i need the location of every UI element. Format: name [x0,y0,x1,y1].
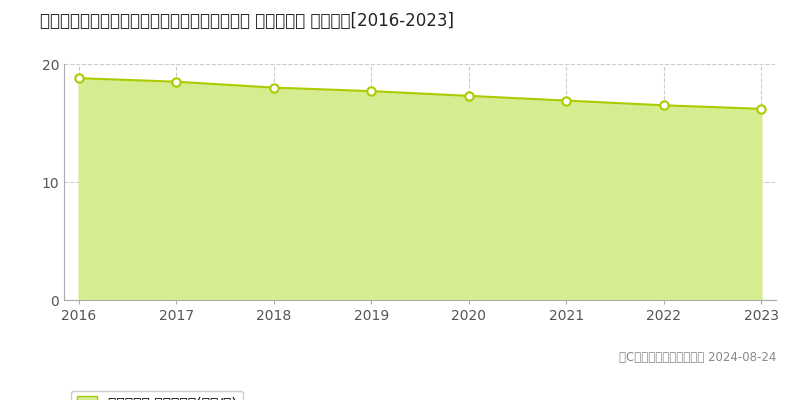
Text: 愛媛県西条市大町字弁財天６９７番２２外１筆 基準地価格 地価推移[2016-2023]: 愛媛県西条市大町字弁財天６９７番２２外１筆 基準地価格 地価推移[2016-20… [40,12,454,30]
Legend: 基準地価格 平均坪単価(万円/坪): 基準地価格 平均坪単価(万円/坪) [71,391,242,400]
Text: （C）土地価格ドットコム 2024-08-24: （C）土地価格ドットコム 2024-08-24 [618,351,776,364]
